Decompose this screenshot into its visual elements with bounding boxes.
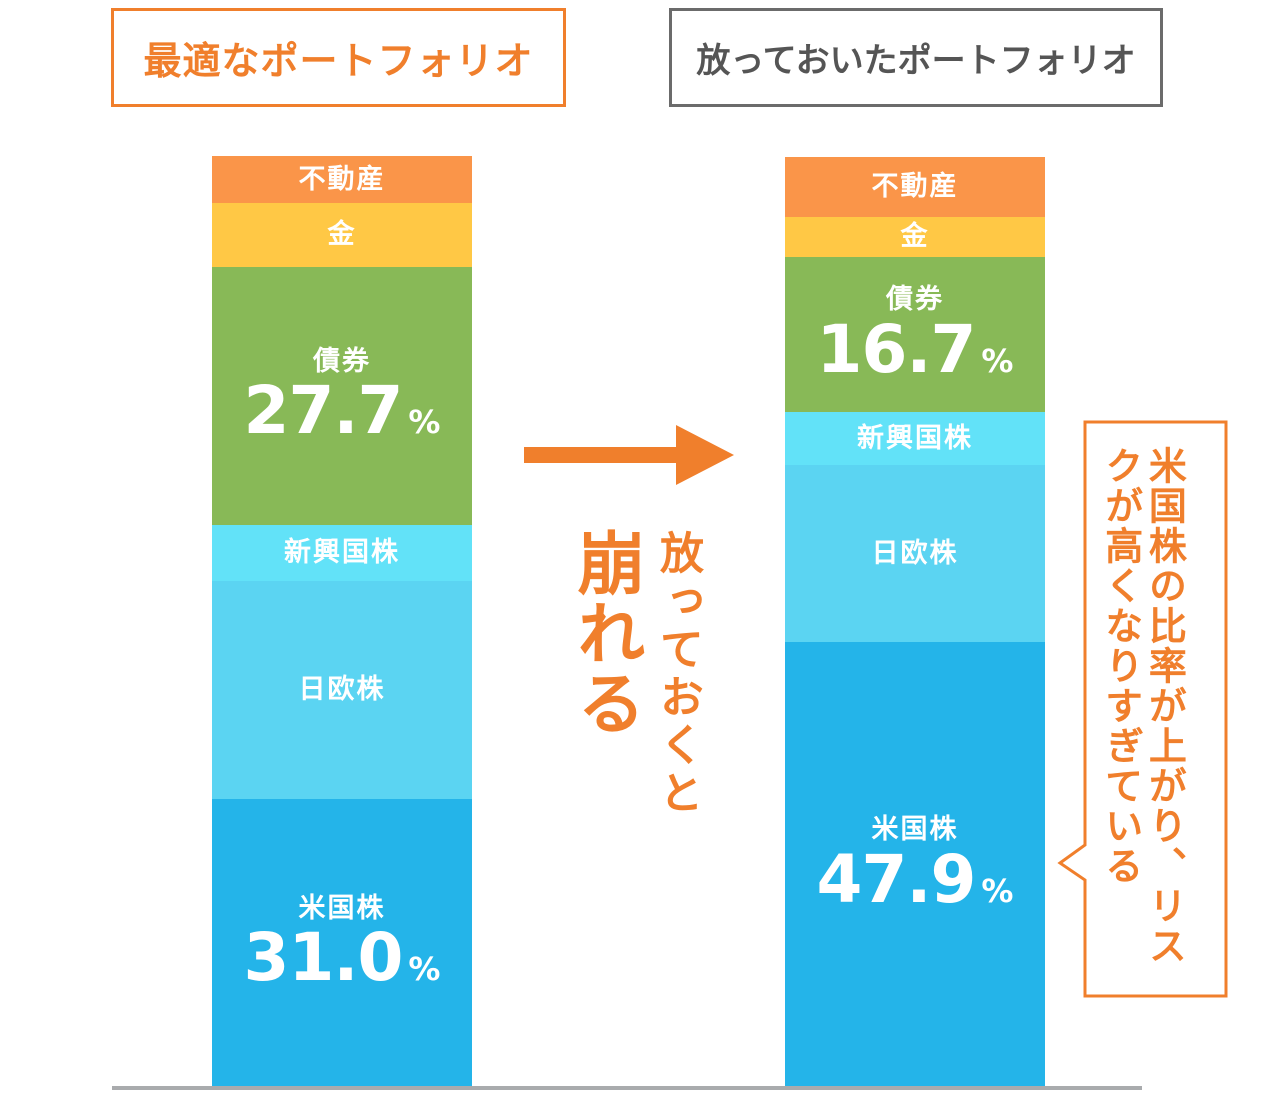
callout-bubble [1057, 420, 1228, 998]
neglect-caption: 放っておくと [652, 530, 703, 818]
bar-segment-gold: 金 [785, 217, 1045, 257]
segment-label: 金 [327, 219, 357, 251]
segment-value-unit: % [981, 871, 1014, 910]
segment-label: 新興国株 [857, 422, 973, 454]
segment-value-label: 47.9% [817, 845, 1014, 914]
segment-value-number: 31.0 [243, 919, 404, 997]
segment-value-number: 47.9 [816, 840, 977, 918]
bar-segment-us-stocks: 米国株 31.0% [212, 799, 472, 1087]
bar-segment-gold: 金 [212, 203, 472, 267]
neglected-portfolio-bar: 米国株 47.9% 日欧株 新興国株 債券 16.7% 金 不動産 [785, 157, 1045, 1087]
segment-value-label: 16.7% [817, 315, 1014, 384]
right-arrow-icon [524, 425, 734, 485]
segment-label: 不動産 [298, 163, 386, 195]
segment-label: 新興国株 [284, 537, 400, 569]
segment-value-label: 31.0% [244, 923, 441, 992]
neglected-portfolio-title-text: 放っておいたポートフォリオ [696, 41, 1136, 81]
segment-label: 債券 [313, 345, 371, 377]
optimal-portfolio-title: 最適なポートフォリオ [111, 8, 566, 107]
segment-label: 米国株 [871, 814, 959, 845]
segment-label: 米国株 [298, 892, 386, 924]
segment-value-number: 16.7 [816, 310, 977, 388]
segment-label: 債券 [886, 284, 944, 315]
segment-value-label: 27.7% [244, 376, 441, 445]
bar-segment-emerging-stocks: 新興国株 [212, 525, 472, 581]
bar-segment-jp-eu-stocks: 日欧株 [785, 465, 1045, 642]
bar-segment-real-estate: 不動産 [212, 156, 472, 203]
bar-segment-us-stocks: 米国株 47.9% [785, 642, 1045, 1087]
segment-value-unit: % [408, 403, 441, 442]
bar-segment-bonds: 債券 27.7% [212, 267, 472, 525]
bar-segment-real-estate: 不動産 [785, 157, 1045, 217]
neglected-portfolio-title: 放っておいたポートフォリオ [669, 8, 1163, 107]
segment-value-number: 27.7 [243, 372, 404, 450]
bar-segment-bonds: 債券 16.7% [785, 257, 1045, 412]
segment-label: 日欧株 [871, 537, 959, 569]
optimal-portfolio-title-text: 最適なポートフォリオ [143, 39, 534, 83]
segment-value-unit: % [408, 950, 441, 989]
bar-segment-jp-eu-stocks: 日欧株 [212, 581, 472, 799]
segment-label: 日欧株 [298, 674, 386, 706]
optimal-portfolio-bar: 米国株 31.0% 日欧株 新興国株 債券 27.7% 金 不動産 [212, 156, 472, 1087]
bar-segment-emerging-stocks: 新興国株 [785, 412, 1045, 465]
segment-label: 金 [900, 221, 930, 253]
chart-baseline [112, 1086, 1142, 1090]
callout-text: 米国株の比率が上がり、リスクが高くなりすぎている [1098, 446, 1187, 966]
segment-value-unit: % [981, 341, 1014, 380]
collapse-caption: 崩れる [565, 528, 644, 738]
segment-label: 不動産 [871, 171, 959, 203]
